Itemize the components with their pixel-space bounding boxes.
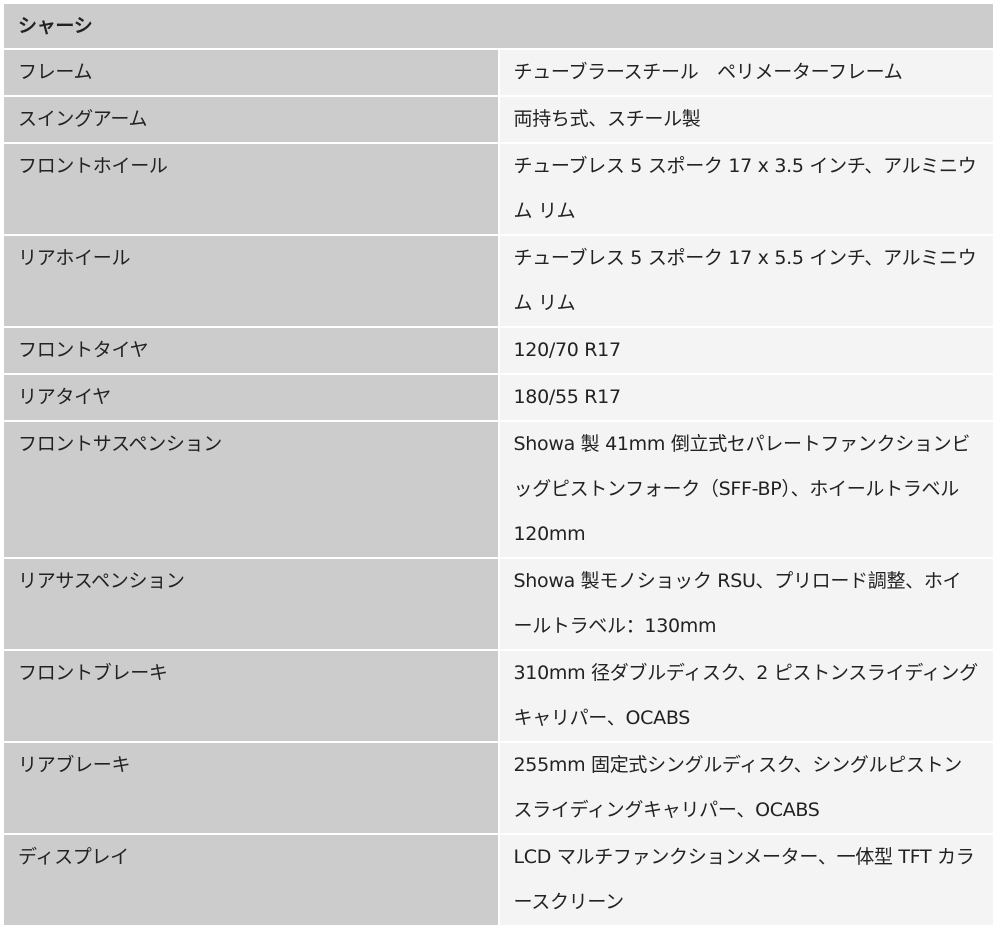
spec-label: スイングアーム bbox=[4, 97, 498, 142]
spec-value: 両持ち式、スチール製 bbox=[499, 97, 993, 142]
spec-label: リアホイール bbox=[4, 236, 498, 326]
spec-label: フロントタイヤ bbox=[4, 328, 498, 373]
spec-value: Showa 製 41mm 倒立式セパレートファンクションビッグピストンフォーク（… bbox=[499, 422, 993, 557]
table-row: リアホイール チューブレス 5 スポーク 17 x 5.5 インチ、アルミニウム … bbox=[4, 236, 993, 326]
spec-value: 310mm 径ダブルディスク、2 ピストンスライディングキャリパー、OCABS bbox=[499, 651, 993, 741]
table-row: フレーム チューブラースチール ペリメーターフレーム bbox=[4, 50, 993, 95]
spec-value: LCD マルチファンクションメーター、一体型 TFT カラースクリーン bbox=[499, 835, 993, 925]
spec-value: Showa 製モノショック RSU、プリロード調整、ホイールトラベル：130mm bbox=[499, 559, 993, 649]
table-row: スイングアーム 両持ち式、スチール製 bbox=[4, 97, 993, 142]
table-row: リアサスペンション Showa 製モノショック RSU、プリロード調整、ホイールト… bbox=[4, 559, 993, 649]
table-row: リアブレーキ 255mm 固定式シングルディスク、シングルピストンスライディングキ… bbox=[4, 743, 993, 833]
table-row: フロントホイール チューブレス 5 スポーク 17 x 3.5 インチ、アルミニウ… bbox=[4, 144, 993, 234]
spec-label: フロントブレーキ bbox=[4, 651, 498, 741]
spec-value: 120/70 R17 bbox=[499, 328, 993, 373]
spec-label: フレーム bbox=[4, 50, 498, 95]
table-row: フロントタイヤ 120/70 R17 bbox=[4, 328, 993, 373]
spec-label: フロントサスペンション bbox=[4, 422, 498, 557]
spec-label: ディスプレイ bbox=[4, 835, 498, 925]
spec-value: 180/55 R17 bbox=[499, 375, 993, 420]
spec-label: リアブレーキ bbox=[4, 743, 498, 833]
table-row: ディスプレイ LCD マルチファンクションメーター、一体型 TFT カラースクリー… bbox=[4, 835, 993, 925]
spec-label: リアサスペンション bbox=[4, 559, 498, 649]
table-row: リアタイヤ 180/55 R17 bbox=[4, 375, 993, 420]
spec-label: フロントホイール bbox=[4, 144, 498, 234]
spec-value: チューブレス 5 スポーク 17 x 3.5 インチ、アルミニウム リム bbox=[499, 144, 993, 234]
spec-label: リアタイヤ bbox=[4, 375, 498, 420]
table-row: フロントサスペンション Showa 製 41mm 倒立式セパレートファンクションビ… bbox=[4, 422, 993, 557]
spec-value: チューブラースチール ペリメーターフレーム bbox=[499, 50, 993, 95]
section-title: シャーシ bbox=[4, 4, 993, 48]
spec-value: 255mm 固定式シングルディスク、シングルピストンスライディングキャリパー、O… bbox=[499, 743, 993, 833]
table-header-row: シャーシ bbox=[4, 4, 993, 48]
table-row: フロントブレーキ 310mm 径ダブルディスク、2 ピストンスライディングキャリパ… bbox=[4, 651, 993, 741]
spec-value: チューブレス 5 スポーク 17 x 5.5 インチ、アルミニウム リム bbox=[499, 236, 993, 326]
